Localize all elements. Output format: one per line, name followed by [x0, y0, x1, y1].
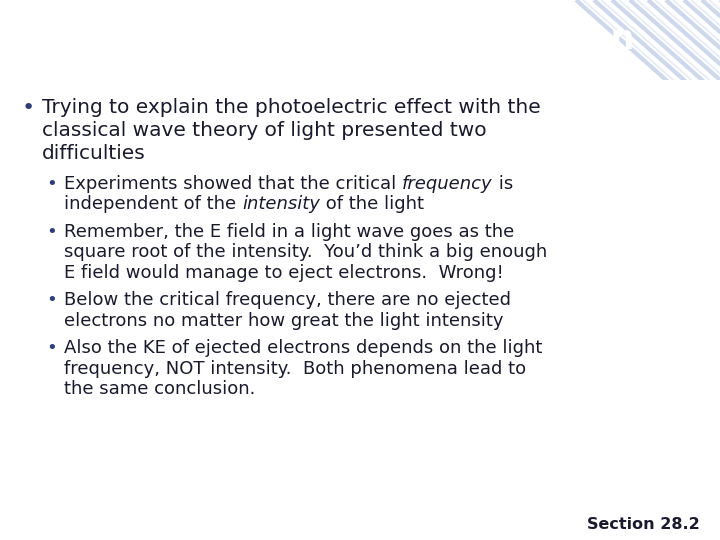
Text: frequency: frequency: [402, 175, 492, 193]
Text: •: •: [46, 292, 57, 309]
Text: Trying to explain the photoelectric effect with the: Trying to explain the photoelectric effe…: [42, 98, 541, 117]
Text: Remember, the E field in a light wave goes as the: Remember, the E field in a light wave go…: [64, 223, 514, 241]
Text: Photoelectric Effect, Explanation: Photoelectric Effect, Explanation: [16, 23, 634, 57]
Text: of the light: of the light: [320, 195, 424, 213]
Text: •: •: [46, 340, 57, 357]
Text: intensity: intensity: [242, 195, 320, 213]
Text: difficulties: difficulties: [42, 144, 145, 163]
Text: •: •: [22, 98, 35, 118]
Text: Experiments showed that the critical: Experiments showed that the critical: [64, 175, 402, 193]
Text: Also the KE of ejected electrons depends on the light: Also the KE of ejected electrons depends…: [64, 340, 542, 357]
Text: •: •: [46, 223, 57, 241]
Text: E field would manage to eject electrons.  Wrong!: E field would manage to eject electrons.…: [64, 264, 504, 282]
Text: •: •: [46, 175, 57, 193]
Text: electrons no matter how great the light intensity: electrons no matter how great the light …: [64, 312, 503, 330]
Text: Below the critical frequency, there are no ejected: Below the critical frequency, there are …: [64, 292, 511, 309]
Text: independent of the: independent of the: [64, 195, 242, 213]
Text: square root of the intensity.  You’d think a big enough: square root of the intensity. You’d thin…: [64, 244, 547, 261]
Text: classical wave theory of light presented two: classical wave theory of light presented…: [42, 121, 487, 140]
Text: is: is: [492, 175, 513, 193]
Text: the same conclusion.: the same conclusion.: [64, 380, 256, 399]
Text: Section 28.2: Section 28.2: [588, 517, 700, 532]
Text: frequency, NOT intensity.  Both phenomena lead to: frequency, NOT intensity. Both phenomena…: [64, 360, 526, 378]
